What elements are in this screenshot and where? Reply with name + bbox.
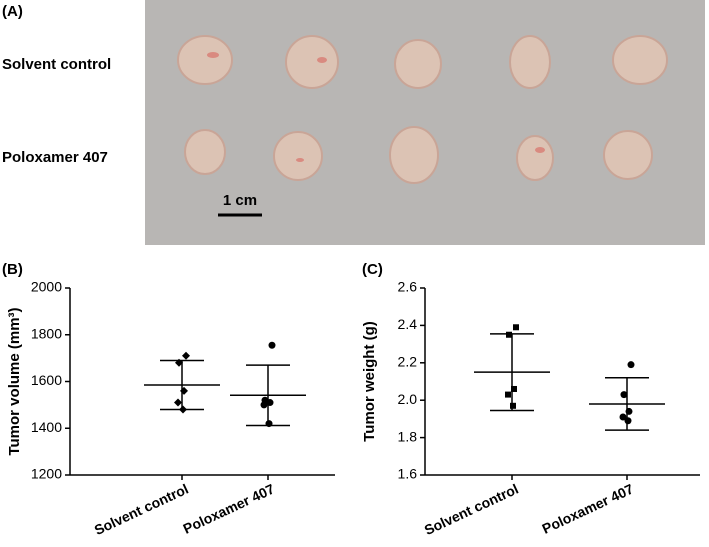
panel-label: (B)	[2, 261, 23, 278]
point	[625, 407, 633, 415]
panel-label: (A)	[2, 3, 23, 20]
point	[180, 386, 188, 395]
y-tick-label: 1800	[31, 325, 62, 341]
y-tick-label: 1600	[31, 372, 62, 388]
tumors	[177, 35, 668, 184]
point	[505, 391, 511, 398]
scale-label: 1 cm	[223, 192, 257, 209]
point	[506, 331, 512, 338]
point	[510, 402, 516, 409]
point	[511, 385, 517, 392]
y-tick-label: 1.8	[398, 428, 418, 444]
point	[265, 420, 273, 428]
y-tick-label: 1200	[31, 466, 62, 482]
point	[266, 399, 274, 407]
tumor-spots	[207, 52, 545, 162]
row-label: Poloxamer 407	[2, 149, 108, 166]
y-tick-label: 2.2	[398, 354, 418, 370]
y-tick-label: 2.6	[398, 279, 418, 295]
y-tick-label: 1400	[31, 419, 62, 435]
y-tick-label: 2000	[31, 279, 62, 295]
point	[619, 413, 627, 421]
y-axis-title: Tumor volume (mm³)	[6, 307, 23, 455]
point	[624, 417, 632, 425]
point	[179, 405, 187, 414]
x-tick-label: Solvent control	[92, 481, 191, 539]
x-tick-label: Poloxamer 407	[180, 480, 277, 536]
point	[182, 351, 190, 360]
panel-label: (C)	[362, 261, 383, 278]
point	[268, 341, 276, 349]
point	[513, 324, 519, 331]
point	[260, 401, 268, 409]
point	[175, 358, 183, 367]
y-axis-title: Tumor weight (g)	[361, 321, 378, 442]
x-tick-label: Poloxamer 407	[539, 480, 636, 536]
y-tick-label: 2.0	[398, 391, 418, 407]
y-tick-label: 1.6	[398, 466, 418, 482]
row-label: Solvent control	[2, 56, 111, 73]
point	[627, 361, 635, 369]
point	[620, 391, 628, 399]
point	[174, 398, 182, 407]
photo: 1 cm	[145, 0, 705, 245]
x-tick-label: Solvent control	[422, 481, 521, 539]
y-tick-label: 2.4	[398, 316, 418, 332]
